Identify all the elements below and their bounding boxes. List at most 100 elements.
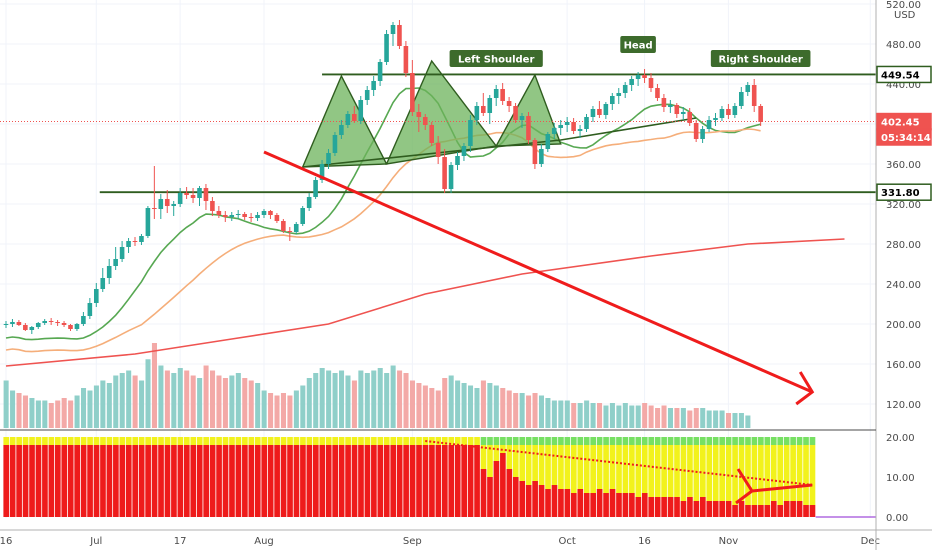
oscillator-bar-red: [687, 497, 693, 517]
volume-bar: [93, 385, 99, 428]
oscillator-bar-red: [184, 445, 190, 517]
oscillator-bar-red: [706, 501, 713, 517]
volume-bar: [713, 410, 719, 428]
candle-body: [680, 112, 686, 114]
oscillator-bar-green: [512, 437, 519, 445]
volume-bar: [429, 388, 435, 428]
oscillator-panel: [3, 437, 876, 518]
oscillator-bar-yellow: [435, 437, 442, 445]
oscillator-bar-yellow: [248, 437, 255, 445]
oscillator-trend-arrow: [751, 483, 813, 493]
oscillator-bar-yellow: [583, 445, 590, 493]
oscillator-bar-red: [196, 445, 203, 517]
volume-bar: [435, 390, 441, 428]
oscillator-bar-yellow: [770, 445, 777, 501]
oscillator-bar-yellow: [416, 437, 422, 445]
candle-body: [87, 303, 93, 316]
time-tick-label: 16: [638, 536, 651, 547]
volume-bar: [571, 403, 577, 428]
oscillator-bar-green: [700, 437, 706, 445]
oscillator-bar-yellow: [487, 445, 493, 477]
candle-body: [455, 156, 460, 165]
time-tick-label: Oct: [559, 536, 576, 547]
oscillator-bar-red: [564, 489, 571, 517]
oscillator-bar-green: [558, 437, 564, 445]
candle-body: [287, 231, 293, 232]
oscillator-bar-yellow: [377, 437, 384, 445]
oscillator-bar-green: [687, 437, 693, 445]
volume-bar: [42, 400, 48, 428]
oscillator-bar-red: [313, 445, 319, 517]
volume-bar: [184, 370, 190, 428]
oscillator-bar-yellow: [442, 437, 448, 445]
candle-body: [48, 321, 54, 322]
oscillator-bar-green: [790, 437, 796, 445]
candle-body: [713, 118, 718, 120]
candle-body: [655, 88, 660, 98]
volume-bars: [3, 343, 751, 428]
oscillator-bar-green: [809, 437, 816, 445]
price-label-box: [876, 65, 932, 84]
oscillator-bar-red: [558, 489, 564, 517]
candle-body: [171, 204, 176, 206]
oscillator-bar-yellow: [313, 437, 319, 445]
oscillator-bar-green: [596, 437, 603, 445]
oscillator-bar-red: [158, 445, 164, 517]
candle-body: [216, 211, 222, 215]
volume-bar: [416, 383, 422, 428]
volume-bar: [738, 413, 744, 428]
oscillator-bar-red: [796, 501, 803, 517]
volume-bar: [513, 393, 519, 428]
price-label-text: 402.45: [881, 118, 920, 129]
candle-body: [139, 236, 144, 242]
oscillator-bar-red: [512, 477, 519, 517]
oscillator-bar-green: [712, 437, 719, 445]
oscillator-bar-green: [783, 437, 790, 445]
oscillator-bar-red: [609, 489, 616, 517]
oscillator-bar-green: [751, 437, 758, 445]
oscillator-bar-yellow: [261, 437, 268, 445]
annotation-label: Left Shoulder: [458, 55, 534, 66]
candle-body: [377, 62, 383, 81]
oscillator-bar-red: [390, 445, 397, 517]
oscillator-bar-yellow: [674, 445, 680, 497]
oscillator-tick-label: 20.00: [886, 433, 915, 444]
oscillator-bar-red: [74, 445, 80, 517]
oscillator-bar-red: [351, 445, 358, 517]
oscillator-bar-yellow: [125, 437, 132, 445]
oscillator-bar-yellow: [29, 437, 35, 445]
volume-bar: [306, 378, 312, 428]
oscillator-bar-red: [93, 445, 100, 517]
oscillator-bar-green: [603, 437, 609, 445]
oscillator-bar-green: [519, 437, 526, 445]
oscillator-bar-red: [338, 445, 345, 517]
candle-body: [539, 149, 544, 164]
volume-bar: [190, 375, 196, 428]
candle-body: [164, 199, 170, 206]
oscillator-bar-green: [680, 437, 687, 445]
oscillator-bar-green: [525, 437, 532, 445]
oscillator-bar-yellow: [506, 445, 513, 469]
volume-bar: [390, 365, 396, 428]
oscillator-bar-yellow: [254, 437, 261, 445]
oscillator-bar-yellow: [332, 437, 338, 445]
oscillator-bar-green: [500, 437, 506, 445]
oscillator-bar-yellow: [80, 437, 87, 445]
candle-body: [739, 92, 744, 106]
oscillator-bar-red: [325, 445, 332, 517]
oscillator-bar-red: [222, 445, 229, 517]
oscillator-bar-red: [500, 453, 506, 517]
oscillator-bar-yellow: [106, 437, 113, 445]
oscillator-bar-yellow: [667, 445, 674, 497]
candle-body: [274, 215, 280, 221]
oscillator-bar-yellow: [680, 445, 687, 501]
volume-bar: [674, 408, 680, 428]
oscillator-trend-dotted: [425, 440, 813, 486]
volume-bar: [700, 408, 706, 428]
oscillator-bar-yellow: [577, 445, 584, 489]
volume-bar: [403, 373, 409, 428]
volume-bar: [81, 388, 87, 428]
volume-bar: [319, 368, 325, 428]
oscillator-bar-red: [138, 445, 145, 517]
